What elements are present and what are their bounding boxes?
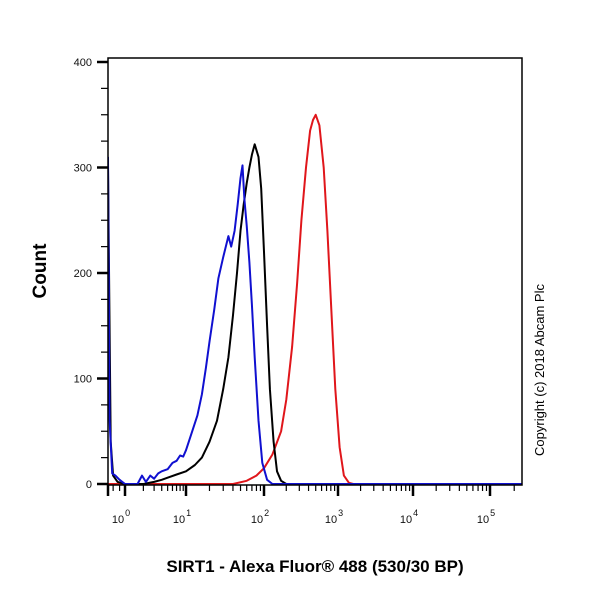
- x-tick-label: 100: [112, 508, 130, 526]
- x-tick-label: 102: [251, 508, 269, 526]
- series-line-unlabelled-control: [108, 143, 522, 485]
- series-line-isotype-control: [108, 156, 522, 485]
- y-tick-label: 300: [74, 163, 92, 175]
- plot-area: [108, 113, 522, 485]
- y-tick-label: 200: [74, 268, 92, 280]
- x-tick-label: 105: [477, 508, 495, 526]
- y-axis-title: Count: [30, 243, 51, 299]
- copyright-annotation: Copyright (c) 2018 Abcam Plc: [532, 284, 547, 456]
- x-tick-label: 101: [173, 508, 191, 526]
- y-tick-label: 400: [74, 57, 92, 69]
- x-axis-title: SIRT1 - Alexa Fluor® 488 (530/30 BP): [166, 557, 463, 576]
- y-axis: 0 100 200 300 400: [74, 57, 108, 491]
- x-axis: 100 101 102 103 104 105: [106, 485, 515, 526]
- y-tick-label: 0: [86, 479, 92, 491]
- plot-frame: [107, 57, 523, 486]
- series-line-sirt1-alexa-fluor-488: [108, 113, 522, 485]
- y-tick-label: 100: [74, 374, 92, 386]
- x-tick-label: 104: [400, 508, 418, 526]
- x-tick-label: 103: [325, 508, 343, 526]
